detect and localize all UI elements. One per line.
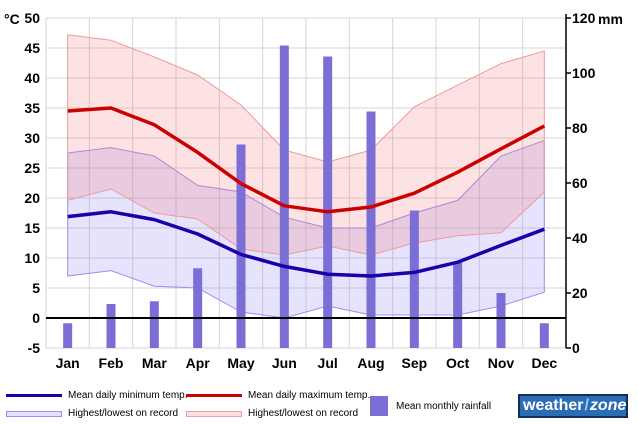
month-label-may: May — [227, 355, 254, 371]
left-tick-label: 0 — [32, 310, 40, 326]
record-band-max — [67, 34, 545, 256]
right-tick-label: 100 — [572, 65, 596, 81]
legend-min-line-label: Mean daily minimum temp. — [68, 390, 188, 401]
legend-min-line-swatch — [6, 394, 62, 397]
left-tick-label: 40 — [24, 70, 40, 86]
month-label-feb: Feb — [99, 355, 124, 371]
month-label-mar: Mar — [142, 355, 167, 371]
right-tick-label: 20 — [572, 285, 588, 301]
rainfall-bar-feb — [106, 304, 116, 348]
rainfall-bar-apr — [193, 268, 203, 348]
month-label-jan: Jan — [56, 355, 80, 371]
grid — [45, 17, 567, 349]
month-label-aug: Aug — [357, 355, 384, 371]
rainfall-bars — [63, 45, 549, 348]
month-label-oct: Oct — [446, 355, 470, 371]
climate-chart: 50454035302520151050-5120100806040200Jan… — [4, 10, 623, 371]
rainfall-bar-jan — [63, 323, 73, 348]
rainfall-bar-nov — [496, 293, 506, 348]
legend-min-line: Mean daily minimum temp. — [6, 390, 187, 401]
right-tick-label: 0 — [572, 340, 580, 356]
right-tick-label: 120 — [572, 10, 596, 26]
right-tick-label: 60 — [572, 175, 588, 191]
rainfall-bar-oct — [453, 262, 463, 348]
rainfall-bar-sep — [409, 210, 419, 348]
left-tick-label: -5 — [28, 340, 41, 356]
right-tick-label: 40 — [572, 230, 588, 246]
legend-rain: Mean monthly rainfall — [370, 396, 491, 416]
legend: Mean daily minimum temp. Highest/lowest … — [0, 384, 638, 424]
legend-max-band-label: Highest/lowest on record — [248, 408, 359, 419]
left-tick-label: 30 — [24, 130, 40, 146]
month-label-nov: Nov — [488, 355, 515, 371]
logo-separator: / — [584, 397, 589, 414]
rainfall-bar-may — [236, 144, 246, 348]
axes: 50454035302520151050-5120100806040200Jan… — [24, 10, 595, 371]
min-temp-line — [67, 210, 545, 278]
legend-min-band-label: Highest/lowest on record — [68, 408, 179, 419]
rainfall-bar-jul — [323, 56, 333, 348]
right-axis-unit: mm — [598, 11, 623, 27]
logo-text-zone: zone — [589, 397, 627, 414]
left-tick-label: 10 — [24, 250, 40, 266]
legend-rain-swatch — [370, 396, 388, 416]
left-axis-unit: °C — [4, 11, 20, 27]
legend-max-line-label: Mean daily maximum temp. — [248, 390, 371, 401]
legend-min-band-swatch — [6, 410, 62, 417]
rainfall-bar-dec — [539, 323, 549, 348]
left-tick-label: 15 — [24, 220, 40, 236]
legend-min-band: Highest/lowest on record — [6, 408, 178, 419]
rainfall-bar-jun — [279, 45, 289, 348]
left-tick-label: 20 — [24, 190, 40, 206]
legend-max-line-swatch — [186, 394, 242, 397]
left-tick-label: 35 — [24, 100, 40, 116]
legend-max-band: Highest/lowest on record — [186, 408, 358, 419]
month-label-jun: Jun — [272, 355, 297, 371]
rainfall-bar-aug — [366, 111, 376, 348]
rainfall-bar-mar — [149, 301, 159, 348]
temperature-lines — [67, 106, 546, 278]
right-tick-label: 80 — [572, 120, 588, 136]
legend-max-band-swatch — [186, 410, 242, 417]
left-tick-label: 25 — [24, 160, 40, 176]
left-tick-label: 45 — [24, 40, 40, 56]
weatherzone-logo: weather / zone — [518, 394, 628, 418]
legend-rain-label: Mean monthly rainfall — [396, 400, 492, 412]
legend-max-line: Mean daily maximum temp. — [186, 390, 370, 401]
logo-text-weather: weather — [523, 397, 584, 414]
max-temp-line — [67, 106, 546, 214]
month-label-dec: Dec — [531, 355, 557, 371]
left-tick-label: 5 — [32, 280, 40, 296]
month-label-sep: Sep — [401, 355, 427, 371]
month-label-apr: Apr — [186, 355, 211, 371]
month-label-jul: Jul — [318, 355, 338, 371]
left-tick-label: 50 — [24, 10, 40, 26]
